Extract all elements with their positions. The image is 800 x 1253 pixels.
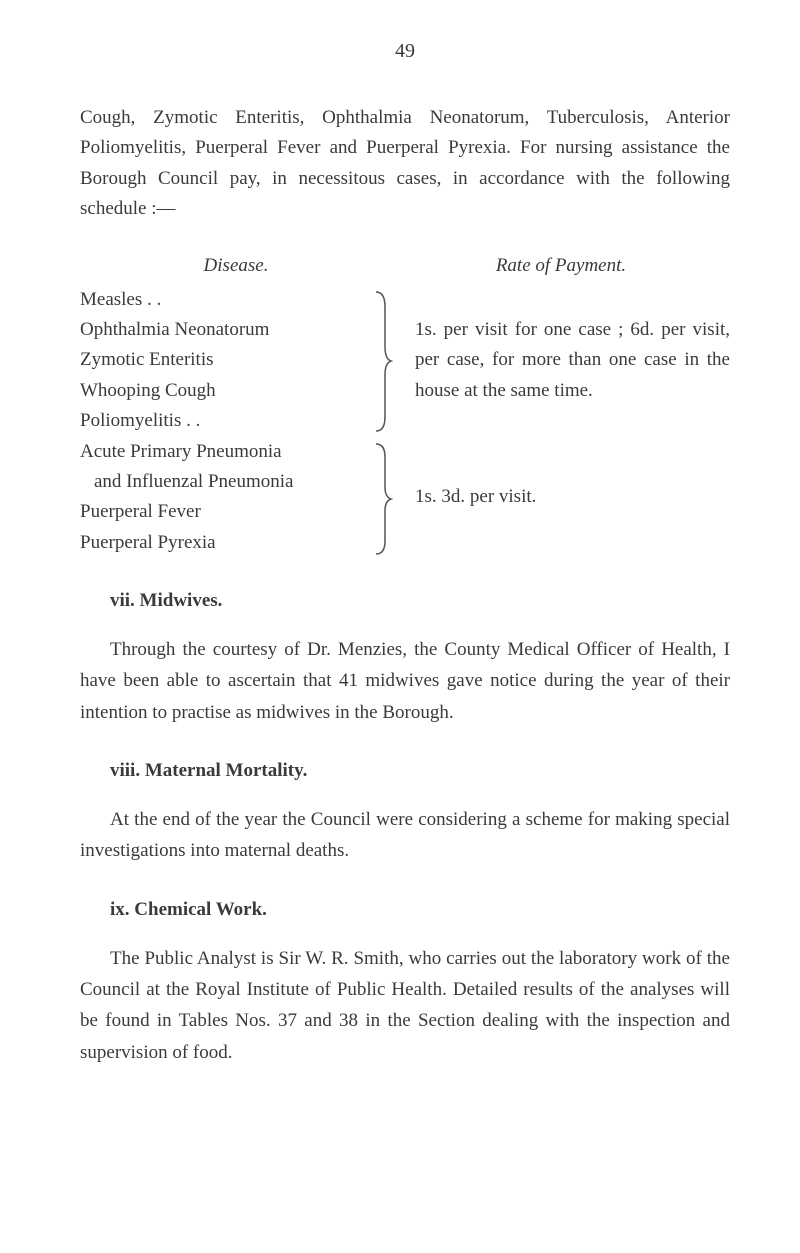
section-heading-chemical: ix. Chemical Work. xyxy=(80,899,730,921)
disease-item: Acute Primary Pneumonia xyxy=(80,437,373,467)
schedule-group-1: Measles . . Ophthalmia Neonatorum Zymoti… xyxy=(80,285,730,437)
disease-item: Zymotic Enteritis xyxy=(80,345,373,375)
disease-header: Disease. xyxy=(80,255,392,277)
section-body-midwives: Through the courtesy of Dr. Menzies, the… xyxy=(80,634,730,728)
disease-item: Measles . . xyxy=(80,285,373,315)
disease-item: Whooping Cough xyxy=(80,376,373,406)
section-heading-midwives: vii. Midwives. xyxy=(80,590,730,612)
intro-paragraph: Cough, Zymotic Enteritis, Ophthalmia Neo… xyxy=(80,103,730,225)
payment-value: 1s. 3d. per visit. xyxy=(415,482,536,512)
disease-item: Puerperal Fever xyxy=(80,497,373,527)
disease-item: Poliomyelitis . . xyxy=(80,406,373,436)
payment-text-2: 1s. 3d. per visit. xyxy=(405,437,730,559)
section-heading-maternal: viii. Maternal Mortality. xyxy=(80,760,730,782)
disease-item: Ophthalmia Neonatorum xyxy=(80,315,373,345)
section-body-maternal: At the end of the year the Council were … xyxy=(80,804,730,867)
brace-icon xyxy=(373,441,393,557)
schedule-block: Disease. Rate of Payment. Measles . . Op… xyxy=(80,255,730,559)
brace-icon xyxy=(373,289,393,434)
disease-item: and Influenzal Pneumonia xyxy=(80,467,373,497)
schedule-headers: Disease. Rate of Payment. xyxy=(80,255,730,277)
payment-text-1: 1s. per visit for one case ; 6d. per vis… xyxy=(405,285,730,437)
schedule-group-2: Acute Primary Pneumonia and Influenzal P… xyxy=(80,437,730,559)
rate-header: Rate of Payment. xyxy=(392,255,730,277)
payment-value: 1s. per visit for one case ; 6d. per vis… xyxy=(415,315,730,406)
disease-list-2: Acute Primary Pneumonia and Influenzal P… xyxy=(80,437,373,559)
page-number: 49 xyxy=(80,40,730,63)
brace-container-1 xyxy=(373,285,406,437)
section-body-chemical: The Public Analyst is Sir W. R. Smith, w… xyxy=(80,943,730,1068)
brace-container-2 xyxy=(373,437,406,559)
disease-item: Puerperal Pyrexia xyxy=(80,528,373,558)
disease-list-1: Measles . . Ophthalmia Neonatorum Zymoti… xyxy=(80,285,373,437)
